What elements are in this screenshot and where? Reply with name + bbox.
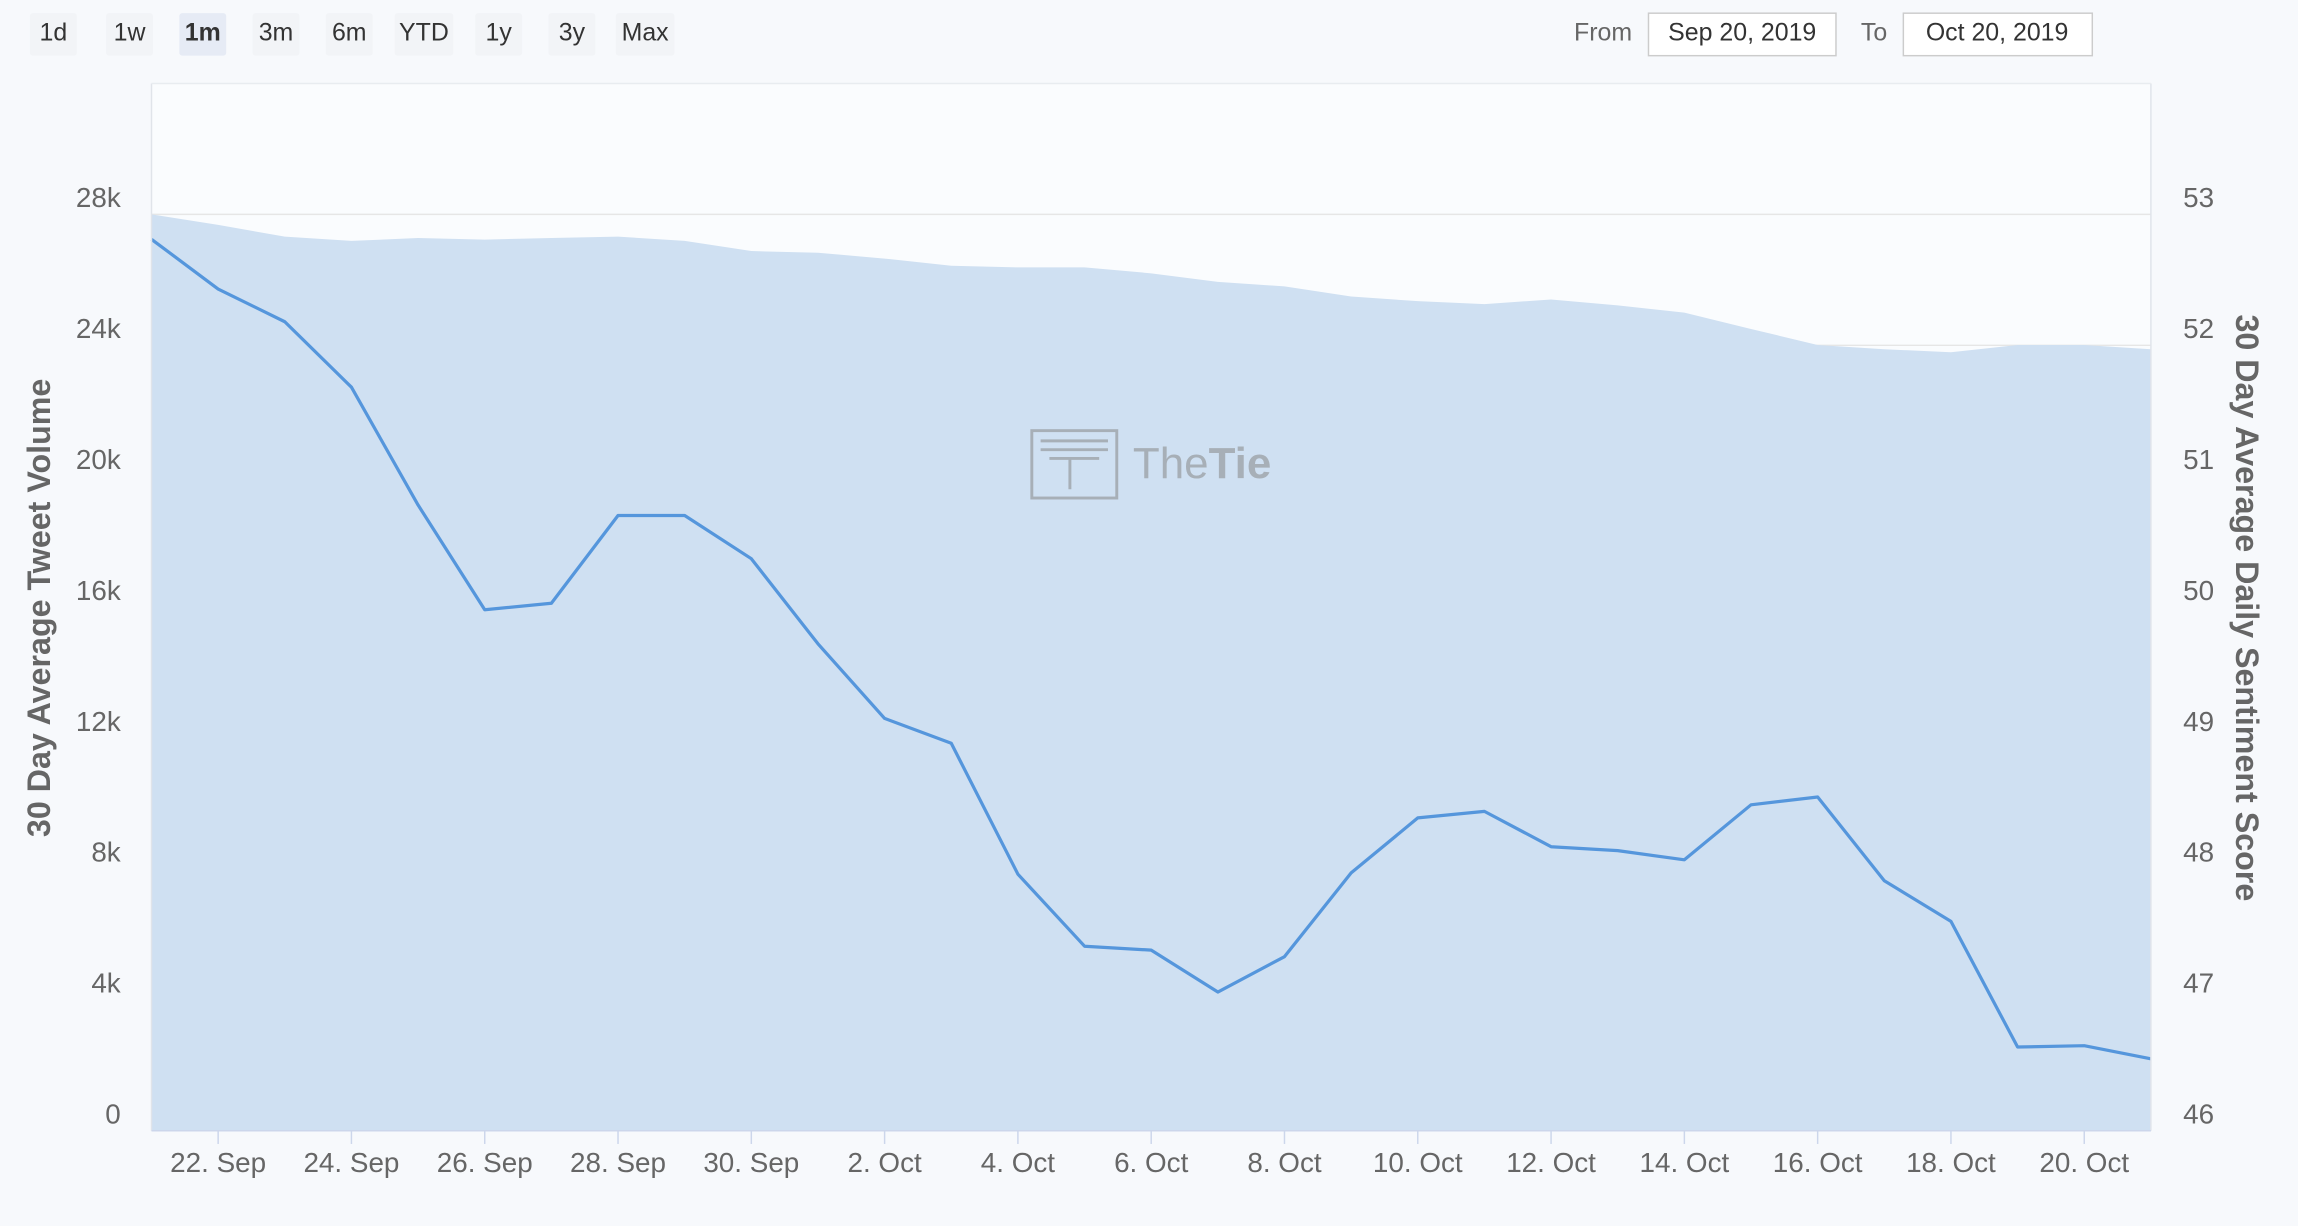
axes: 0 4k 8k 12k 16k 20k 24k 28k 46 47 48 49 50 51 52 53 22. … bbox=[76, 182, 2214, 1178]
to-date[interactable]: Oct 20, 2019 bbox=[1926, 18, 2069, 46]
y2-tick-label: 51 bbox=[2183, 444, 2214, 475]
y2-tick-label: 52 bbox=[2183, 313, 2214, 344]
from-date[interactable]: Sep 20, 2019 bbox=[1668, 18, 1816, 46]
range-button-bg[interactable] bbox=[394, 13, 454, 56]
range-button-bg[interactable] bbox=[252, 13, 300, 56]
y2-tick-label: 53 bbox=[2183, 182, 2214, 213]
range-button[interactable]: 6m bbox=[325, 13, 373, 56]
range-selector: 1d 1w 1m 3m 6m YTD 1y 3y Max bbox=[29, 13, 675, 56]
range-button-label[interactable]: 1y bbox=[486, 18, 513, 46]
watermark-text: TheTie bbox=[1133, 438, 1271, 487]
y2-tick-label: 50 bbox=[2183, 575, 2214, 606]
range-button-bg[interactable] bbox=[615, 13, 675, 56]
y-tick-label: 28k bbox=[76, 182, 121, 213]
range-button-bg[interactable] bbox=[179, 13, 227, 56]
x-tick-label: 2. Oct bbox=[847, 1147, 921, 1178]
x-tick-label: 10. Oct bbox=[1373, 1147, 1463, 1178]
range-button-label[interactable]: 3y bbox=[559, 18, 586, 46]
x-tick-label: 20. Oct bbox=[2039, 1147, 2129, 1178]
range-button-label[interactable]: 1m bbox=[185, 18, 221, 46]
area bbox=[151, 214, 2151, 1131]
date-range: From Sep 20, 2019 To Oct 20, 2019 bbox=[1574, 12, 2094, 57]
y2-tick-label: 48 bbox=[2183, 837, 2214, 868]
watermark-logo bbox=[1030, 429, 1119, 500]
range-button[interactable]: Max bbox=[615, 13, 675, 56]
x-tick-label: 4. Oct bbox=[981, 1147, 1055, 1178]
x-tick-label: 16. Oct bbox=[1773, 1147, 1863, 1178]
x-tick-label: 26. Sep bbox=[437, 1147, 533, 1178]
x-tick-label: 24. Sep bbox=[303, 1147, 399, 1178]
range-button-bg[interactable] bbox=[325, 13, 373, 56]
x-tick-label: 22. Sep bbox=[170, 1147, 266, 1178]
y-tick-label: 0 bbox=[105, 1099, 120, 1130]
y-tick-label: 8k bbox=[91, 837, 120, 868]
x-tick-label: 14. Oct bbox=[1640, 1147, 1730, 1178]
watermark-tie: Tie bbox=[1209, 438, 1272, 487]
x-tick-label: 30. Sep bbox=[703, 1147, 799, 1178]
y2-tick-label: 46 bbox=[2183, 1099, 2214, 1130]
y2-tick-label: 49 bbox=[2183, 706, 2214, 737]
range-button[interactable]: YTD bbox=[394, 13, 454, 56]
range-button-label[interactable]: 6m bbox=[332, 18, 367, 46]
x-tick-label: 18. Oct bbox=[1906, 1147, 1996, 1178]
range-button-label[interactable]: YTD bbox=[399, 18, 449, 46]
range-button[interactable]: 1w bbox=[106, 13, 153, 56]
y2-axis-title: 30 Day Average Daily Sentiment Score bbox=[2229, 314, 2265, 901]
y-axis-title: 30 Day Average Tweet Volume bbox=[21, 379, 57, 837]
range-button-label[interactable]: Max bbox=[622, 18, 670, 46]
x-tick-label: 6. Oct bbox=[1114, 1147, 1188, 1178]
to-label: To bbox=[1861, 18, 1887, 46]
y-tick-label: 12k bbox=[76, 706, 121, 737]
y-tick-label: 24k bbox=[76, 313, 121, 344]
range-button-label[interactable]: 3m bbox=[259, 18, 294, 46]
from-input[interactable] bbox=[1647, 12, 1837, 57]
range-button[interactable]: 3m bbox=[252, 13, 300, 56]
y2-tick-label: 47 bbox=[2183, 968, 2214, 999]
watermark-the: The bbox=[1133, 438, 1209, 487]
from-label: From bbox=[1574, 18, 1632, 46]
watermark: TheTie bbox=[1030, 429, 1271, 500]
y-tick-label: 16k bbox=[76, 575, 121, 606]
range-button[interactable]: 1d bbox=[29, 13, 77, 56]
range-button-label[interactable]: 1w bbox=[114, 18, 147, 46]
x-tick-label: 8. Oct bbox=[1247, 1147, 1321, 1178]
range-button[interactable]: 1y bbox=[475, 13, 523, 56]
range-button-bg[interactable] bbox=[475, 13, 523, 56]
watermark-logo-lines bbox=[1040, 439, 1108, 490]
x-tick-label: 12. Oct bbox=[1506, 1147, 1596, 1178]
range-button-bg[interactable] bbox=[29, 13, 77, 56]
line bbox=[150, 237, 2152, 1061]
range-button-bg[interactable] bbox=[548, 13, 596, 56]
range-button-bg[interactable] bbox=[106, 13, 153, 56]
marks bbox=[150, 214, 2152, 1131]
range-button-label[interactable]: 1d bbox=[40, 18, 68, 46]
y-tick-label: 20k bbox=[76, 444, 121, 475]
to-input[interactable] bbox=[1902, 12, 2094, 57]
y-tick-label: 4k bbox=[91, 968, 120, 999]
range-button[interactable]: 3y bbox=[548, 13, 596, 56]
x-tick-label: 28. Sep bbox=[570, 1147, 666, 1178]
range-button[interactable]: 1m bbox=[179, 13, 227, 56]
